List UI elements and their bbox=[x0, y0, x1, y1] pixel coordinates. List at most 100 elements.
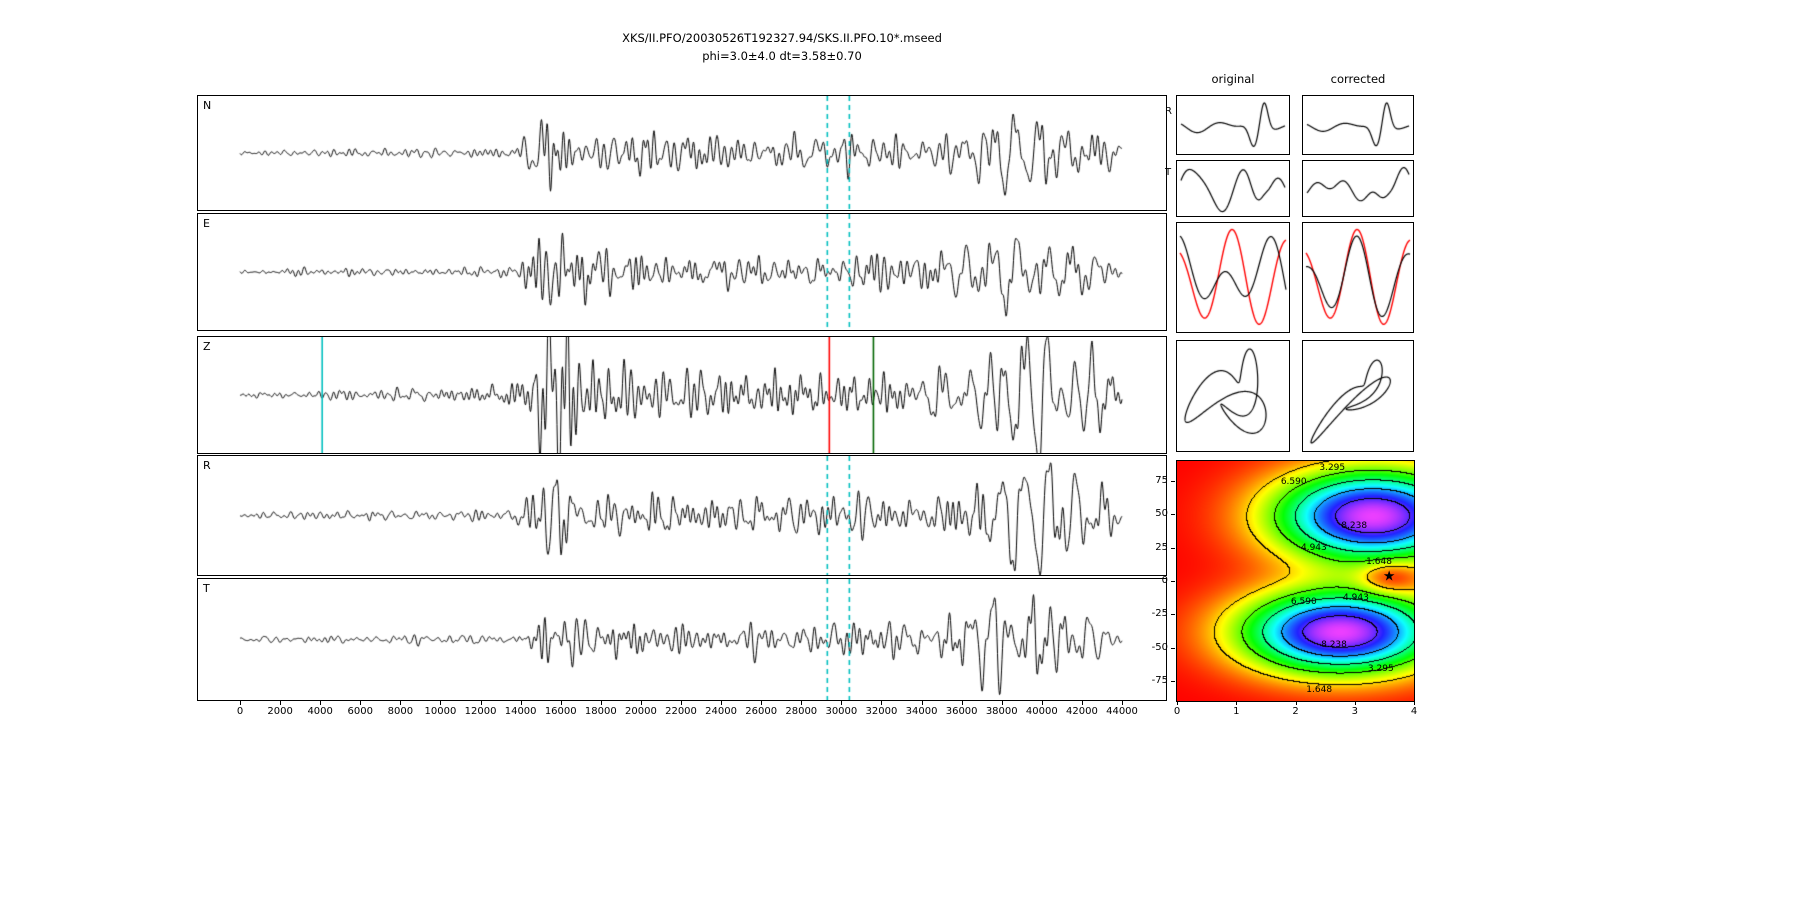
x-tick-label: 0 bbox=[236, 706, 244, 717]
x-tick-label: 20000 bbox=[625, 706, 657, 717]
contour-label: 3.295 bbox=[1319, 462, 1346, 473]
original-overlay-canvas bbox=[1177, 223, 1289, 332]
corrected-particle-motion-panel bbox=[1302, 340, 1414, 452]
x-tick-mark bbox=[640, 701, 642, 705]
x-tick-mark bbox=[761, 701, 763, 705]
x-tick-label: 34000 bbox=[905, 706, 938, 717]
original-r-waveform-panel bbox=[1176, 95, 1290, 155]
x-tick-label: 44000 bbox=[1106, 706, 1138, 717]
energy-map-y-tick-mark bbox=[1171, 547, 1175, 549]
energy-map-y-tick-mark bbox=[1171, 481, 1175, 482]
original-t-waveform-canvas bbox=[1177, 161, 1289, 216]
panel-label-t: T bbox=[203, 582, 210, 595]
x-tick-mark bbox=[1081, 701, 1083, 705]
x-tick-mark bbox=[360, 701, 362, 705]
x-tick-label: 42000 bbox=[1066, 706, 1098, 717]
energy-map-y-tick-mark bbox=[1171, 614, 1175, 616]
contour-label: 6.590 bbox=[1290, 597, 1317, 608]
energy-map-x-tick-mark bbox=[1354, 701, 1356, 705]
energy-map-y-tick-label: -50 bbox=[1151, 641, 1168, 653]
energy-map-x-tick-mark bbox=[1177, 701, 1178, 705]
corrected-overlay-canvas bbox=[1303, 223, 1413, 332]
figure-title: XKS/II.PFO/20030526T192327.94/SKS.II.PFO… bbox=[622, 31, 942, 45]
x-tick-mark bbox=[440, 701, 442, 705]
x-tick-label: 24000 bbox=[705, 706, 737, 717]
x-tick-mark bbox=[841, 701, 843, 705]
seismogram-canvas-z bbox=[198, 337, 1166, 453]
x-tick-label: 38000 bbox=[985, 706, 1018, 717]
original-overlay-panel bbox=[1176, 222, 1290, 333]
energy-map: ★ 3.295 6.590 8.238 4.943 1.648 6.590 4.943 8.2… bbox=[1176, 460, 1415, 702]
corrected-r-waveform-panel bbox=[1302, 95, 1414, 155]
side-row-label-t: T bbox=[1165, 167, 1172, 178]
energy-map-y-tick-label: 0 bbox=[1161, 575, 1168, 586]
energy-map-y-tick-label: 25 bbox=[1155, 541, 1168, 553]
x-tick-label: 40000 bbox=[1025, 706, 1058, 717]
contour-label: 3.295 bbox=[1367, 664, 1394, 674]
panel-label-n: N bbox=[203, 99, 212, 112]
x-tick-mark bbox=[801, 701, 803, 705]
contour-label: 1.648 bbox=[1306, 685, 1333, 696]
contour-label: 1.648 bbox=[1366, 557, 1392, 568]
panel-label-e: E bbox=[203, 217, 210, 230]
energy-map-y-tick-mark bbox=[1171, 681, 1175, 682]
x-tick-mark bbox=[1122, 701, 1123, 705]
x-tick-mark bbox=[280, 701, 282, 705]
x-tick-mark bbox=[721, 701, 723, 705]
corrected-particle-motion-canvas bbox=[1303, 341, 1413, 451]
x-tick-label: 30000 bbox=[825, 706, 858, 717]
waveform-panel-e: E bbox=[197, 213, 1167, 331]
energy-map-y-tick-label: -75 bbox=[1151, 675, 1168, 686]
x-tick-label: 6000 bbox=[347, 706, 373, 717]
x-tick-mark bbox=[600, 701, 602, 705]
energy-map-x-tick-label: 4 bbox=[1410, 706, 1418, 717]
original-particle-motion-panel bbox=[1176, 340, 1290, 452]
seismogram-canvas-n bbox=[198, 96, 1166, 210]
x-tick-mark bbox=[480, 701, 482, 705]
best-fit-star-marker: ★ bbox=[1382, 568, 1396, 585]
x-tick-mark bbox=[1041, 701, 1043, 705]
x-tick-mark bbox=[560, 701, 562, 705]
energy-map-y-tick-label: 75 bbox=[1155, 475, 1168, 486]
x-tick-label: 10000 bbox=[424, 706, 457, 717]
contour-label: 8.238 bbox=[1321, 640, 1347, 650]
contour-label: 6.590 bbox=[1280, 477, 1307, 488]
energy-map-x-tick-label: 0 bbox=[1173, 706, 1181, 717]
corrected-r-waveform-canvas bbox=[1303, 96, 1413, 154]
x-tick-label: 8000 bbox=[387, 706, 414, 717]
x-tick-mark bbox=[681, 701, 682, 705]
seismogram-canvas-e bbox=[198, 214, 1166, 330]
waveform-panel-r: R bbox=[197, 455, 1167, 576]
x-tick-label: 14000 bbox=[504, 706, 537, 717]
corrected-overlay-panel bbox=[1302, 222, 1414, 333]
contour-label: 4.943 bbox=[1343, 593, 1369, 604]
x-tick-label: 28000 bbox=[785, 706, 818, 717]
waveform-panel-t: T bbox=[197, 578, 1167, 701]
x-tick-mark bbox=[961, 701, 963, 705]
contour-label: 4.943 bbox=[1300, 542, 1327, 553]
corrected-t-waveform-canvas bbox=[1303, 161, 1413, 216]
x-tick-mark bbox=[881, 701, 883, 705]
figure-subtitle: phi=3.0±4.0 dt=3.58±0.70 bbox=[702, 49, 862, 63]
panel-label-z: Z bbox=[203, 340, 211, 353]
x-tick-label: 36000 bbox=[945, 706, 978, 717]
x-tick-label: 16000 bbox=[544, 706, 577, 717]
waveform-panel-z: Z bbox=[197, 336, 1167, 454]
x-tick-mark bbox=[400, 701, 402, 705]
x-tick-label: 4000 bbox=[307, 706, 333, 717]
original-t-waveform-panel bbox=[1176, 160, 1290, 217]
x-tick-mark bbox=[1001, 701, 1003, 705]
x-tick-mark bbox=[240, 701, 241, 705]
energy-map-x-tick-mark bbox=[1414, 701, 1415, 705]
seismogram-canvas-r bbox=[198, 456, 1166, 575]
energy-map-x-tick-label: 3 bbox=[1351, 706, 1358, 717]
energy-map-y-tick-mark bbox=[1171, 514, 1175, 516]
corrected-t-waveform-panel bbox=[1302, 160, 1414, 217]
energy-map-x-tick-label: 2 bbox=[1292, 706, 1299, 717]
energy-map-x-tick-mark bbox=[1236, 701, 1238, 705]
x-tick-label: 26000 bbox=[745, 706, 778, 717]
x-tick-mark bbox=[921, 701, 923, 705]
x-tick-mark bbox=[520, 701, 522, 705]
energy-map-y-tick-mark bbox=[1171, 647, 1175, 649]
